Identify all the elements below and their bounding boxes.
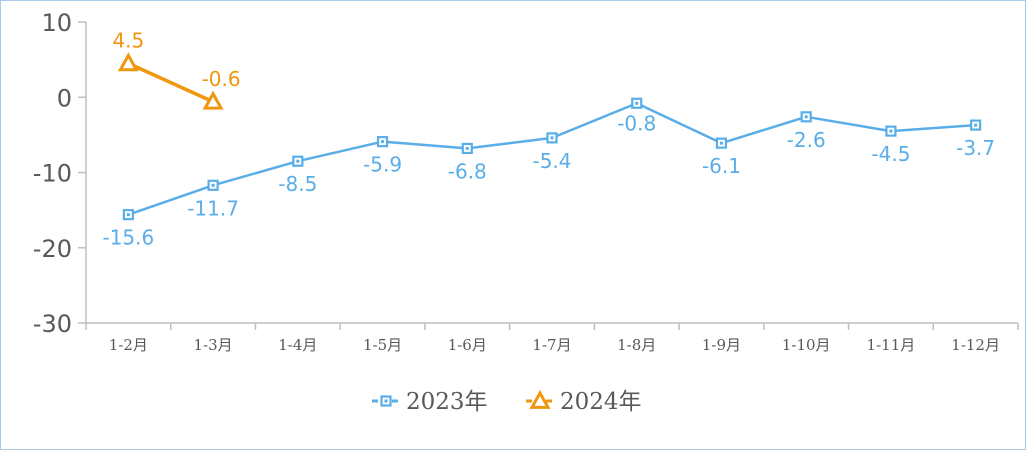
series-2023年: -15.6 -11.7 -8.5 -5.9 -6.8 -5.4 -0.8 -6.1 -2.6 -4… <box>102 97 995 250</box>
x-axis-ticks: 1-2月 1-3月 1-4月 1-5月 1-6月 1-7月 1-8月 1-9月 1-10月 1-1… <box>85 323 1019 354</box>
legend[interactable]: 2023年 2024年 <box>372 389 642 415</box>
x-tick-label: 1-4月 <box>278 336 317 354</box>
data-point-core <box>296 159 300 163</box>
data-label: -0.6 <box>202 67 241 91</box>
data-point-core <box>889 129 893 133</box>
legend-label: 2023年 <box>406 389 488 415</box>
data-point-core <box>550 136 554 140</box>
data-point <box>117 52 139 72</box>
series-2024年: 4.5 -0.6 <box>112 28 241 110</box>
series-layer: -15.6 -11.7 -8.5 -5.9 -6.8 -5.4 -0.8 -6.1 -2.6 -4… <box>102 28 995 249</box>
data-label: -5.4 <box>532 149 571 173</box>
y-tick-label: 0 <box>57 84 72 112</box>
legend-item[interactable]: 2024年 <box>526 389 642 415</box>
data-point-core <box>211 183 215 187</box>
x-tick-label: 1-9月 <box>702 336 741 354</box>
x-tick-label: 1-3月 <box>194 336 233 354</box>
data-label: -6.1 <box>702 154 741 178</box>
data-label: -6.8 <box>448 159 487 183</box>
data-point-core <box>126 213 130 217</box>
legend-marker-core <box>384 399 388 403</box>
x-tick-label: 1-11月 <box>867 336 916 354</box>
data-label: -11.7 <box>187 196 239 220</box>
y-tick-label: 10 <box>41 9 72 37</box>
x-tick-label: 1-5月 <box>363 336 402 354</box>
data-point-core <box>381 140 385 144</box>
y-tick-label: -30 <box>33 310 72 338</box>
data-point-core <box>635 101 639 105</box>
data-label: -8.5 <box>278 172 317 196</box>
x-tick-label: 1-8月 <box>617 336 656 354</box>
data-point-core <box>974 123 978 127</box>
series-line <box>127 61 214 104</box>
legend-label: 2024年 <box>560 389 642 415</box>
data-point-core <box>804 115 808 119</box>
legend-item[interactable]: 2023年 <box>372 389 488 415</box>
x-tick-label: 1-10月 <box>782 336 831 354</box>
data-point-core <box>465 146 469 150</box>
data-label: -2.6 <box>787 128 826 152</box>
data-label: 4.5 <box>112 28 144 52</box>
x-tick-label: 1-12月 <box>951 336 1000 354</box>
data-label: -3.7 <box>956 136 995 160</box>
y-tick-label: -10 <box>33 160 72 188</box>
x-tick-label: 1-2月 <box>109 336 148 354</box>
x-tick-label: 1-6月 <box>448 336 487 354</box>
x-tick-label: 1-7月 <box>532 336 571 354</box>
data-label: -15.6 <box>102 226 154 250</box>
y-axis-ticks: 10 0 -10 -20 -30 <box>33 9 86 338</box>
data-label: -4.5 <box>871 142 910 166</box>
data-label: -0.8 <box>617 111 656 135</box>
legend-marker <box>529 389 551 409</box>
data-point-core <box>719 141 723 145</box>
data-point <box>202 90 224 110</box>
data-label: -5.9 <box>363 153 402 177</box>
y-tick-label: -20 <box>33 235 72 263</box>
